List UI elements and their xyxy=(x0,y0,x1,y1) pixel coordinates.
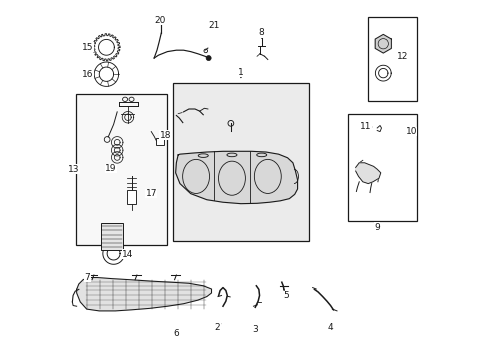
Circle shape xyxy=(206,55,211,60)
Text: 14: 14 xyxy=(122,250,133,259)
Text: 3: 3 xyxy=(252,325,258,334)
Polygon shape xyxy=(355,163,380,184)
Bar xyxy=(367,17,416,101)
Text: 13: 13 xyxy=(68,165,80,174)
Text: 18: 18 xyxy=(160,131,171,140)
Bar xyxy=(126,190,136,204)
Text: 6: 6 xyxy=(173,329,179,338)
Text: 16: 16 xyxy=(81,70,93,79)
Text: 12: 12 xyxy=(397,52,408,61)
Text: 4: 4 xyxy=(327,323,333,332)
Text: 10: 10 xyxy=(405,127,416,136)
Polygon shape xyxy=(77,278,211,311)
Text: 2: 2 xyxy=(214,323,220,332)
Text: 7: 7 xyxy=(84,273,90,282)
Text: 21: 21 xyxy=(208,21,219,30)
Text: 11: 11 xyxy=(359,122,371,131)
Text: 9: 9 xyxy=(373,223,379,232)
Bar xyxy=(76,94,167,244)
Text: 19: 19 xyxy=(105,164,117,173)
Text: 15: 15 xyxy=(81,43,93,52)
Bar xyxy=(348,114,416,221)
Polygon shape xyxy=(374,35,390,53)
Text: 1: 1 xyxy=(238,68,244,77)
Bar xyxy=(155,138,164,145)
Text: 8: 8 xyxy=(258,28,264,37)
Bar xyxy=(101,223,122,250)
Text: 17: 17 xyxy=(145,189,157,198)
Bar xyxy=(172,83,308,241)
Text: 5: 5 xyxy=(283,291,289,300)
Text: 20: 20 xyxy=(154,16,165,25)
Polygon shape xyxy=(175,151,297,204)
